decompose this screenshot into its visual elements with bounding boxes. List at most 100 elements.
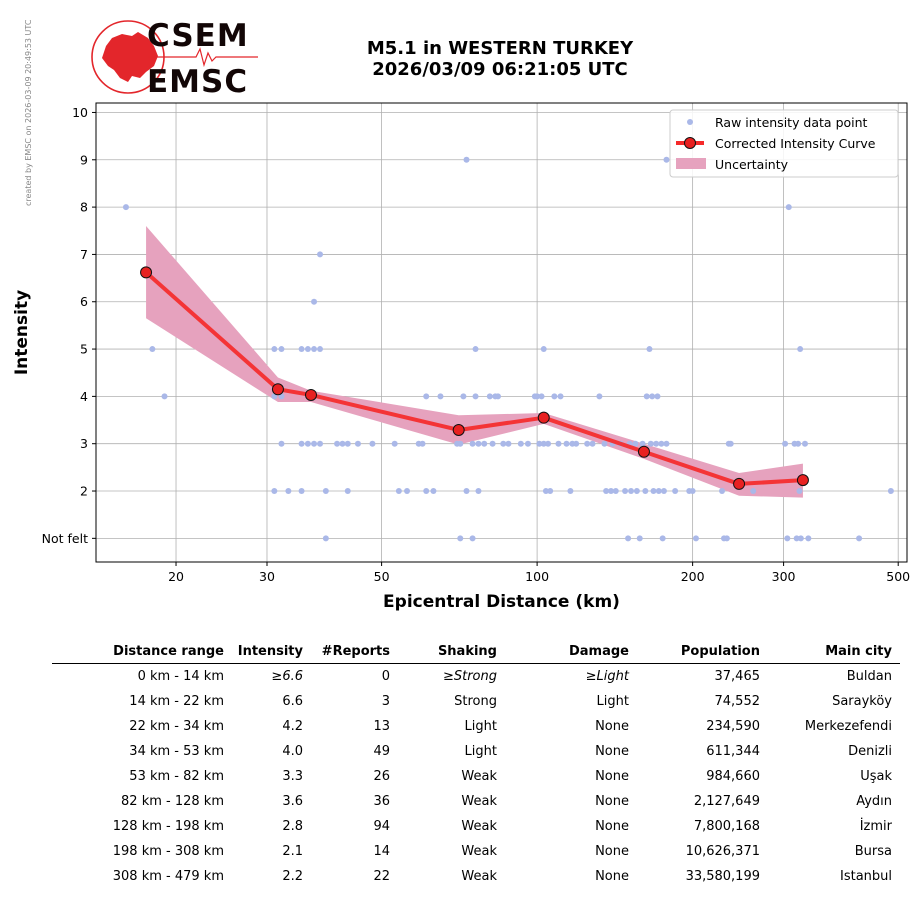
y-tick-label: 10 (72, 105, 88, 120)
cell-population: 10,626,371 (685, 844, 760, 859)
intensity-table-wrap: Distance range Intensity #Reports Shakin… (52, 640, 907, 889)
raw-data-point (654, 393, 661, 400)
raw-data-point (563, 440, 570, 447)
raw-data-point (298, 346, 305, 353)
y-tick-label: 6 (80, 294, 88, 309)
raw-data-point (793, 535, 800, 542)
raw-data-point (650, 488, 657, 495)
raw-data-point (663, 440, 670, 447)
raw-data-point (723, 535, 730, 542)
raw-data-point (660, 488, 667, 495)
table-row: 308 km - 479 km 2.2 22 Weak None 33,580,… (52, 864, 900, 889)
raw-data-point (437, 393, 444, 400)
raw-data-point (649, 393, 656, 400)
raw-data-point (628, 488, 635, 495)
cell-intensity: 4.0 (282, 744, 303, 759)
x-axis-label: Epicentral Distance (km) (383, 592, 620, 612)
chart-title-line2: 2026/03/09 06:21:05 UTC (372, 59, 628, 80)
y-tick-label: Not felt (42, 531, 88, 546)
col-header-city: Main city (768, 640, 900, 664)
raw-data-point (463, 156, 470, 163)
cell-intensity: ≥6.6 (271, 669, 303, 684)
raw-data-point (856, 535, 863, 542)
cell-city: Aydın (856, 794, 892, 809)
raw-data-point (540, 346, 547, 353)
raw-data-point (322, 535, 329, 542)
chart-title: M5.1 in WESTERN TURKEY 2026/03/09 06:21:… (300, 38, 700, 80)
legend-curve-label: Corrected Intensity Curve (715, 136, 876, 151)
raw-data-point (317, 440, 324, 447)
corrected-curve-layer (140, 266, 809, 490)
cell-population: 611,344 (706, 744, 760, 759)
raw-data-point (625, 535, 632, 542)
raw-data-point (536, 440, 543, 447)
cell-intensity: 6.6 (282, 694, 303, 709)
raw-data-point (782, 440, 789, 447)
raw-data-point (298, 488, 305, 495)
logo-text-csem: CSEM (147, 18, 249, 54)
cell-population: 33,580,199 (685, 869, 760, 884)
raw-data-point (391, 440, 398, 447)
raw-data-point (122, 204, 129, 211)
cell-shaking: Weak (461, 819, 497, 834)
cell-population: 234,590 (706, 719, 760, 734)
raw-data-point (430, 488, 437, 495)
cell-city: Bursa (854, 844, 892, 859)
y-tick-label: 2 (80, 484, 88, 499)
cell-shaking: ≥Strong (442, 669, 497, 684)
x-tick-label: 200 (681, 569, 705, 584)
y-tick-label: 8 (80, 200, 88, 215)
y-tick-label: 9 (80, 152, 88, 167)
raw-data-point (797, 346, 804, 353)
raw-data-point (887, 488, 894, 495)
x-tick-label: 500 (886, 569, 910, 584)
raw-data-point (540, 440, 547, 447)
raw-data-point (339, 440, 346, 447)
cell-reports: 22 (373, 869, 390, 884)
raw-data-point (472, 393, 479, 400)
raw-data-point (475, 488, 482, 495)
cell-intensity: 3.6 (282, 794, 303, 809)
corrected-curve-marker (140, 266, 153, 279)
cell-damage: None (595, 819, 629, 834)
cell-population: 2,127,649 (693, 794, 760, 809)
raw-data-point (469, 440, 476, 447)
europe-map-icon (102, 32, 158, 82)
raw-data-point (344, 488, 351, 495)
cell-reports: 13 (373, 719, 390, 734)
raw-data-point (796, 488, 803, 495)
intensity-chart: 20 30 50 100 200 300 500 Not felt 2 3 4 5 6 7 8 9 10 Epic… (12, 102, 910, 612)
legend-raw-label: Raw intensity data point (715, 115, 868, 130)
raw-data-point (658, 440, 665, 447)
raw-data-point (369, 440, 376, 447)
raw-data-point (612, 488, 619, 495)
raw-data-point (545, 440, 552, 447)
raw-data-point (643, 393, 650, 400)
raw-data-point (149, 346, 156, 353)
table-row: 34 km - 53 km 4.0 49 Light None 611,344 … (52, 739, 900, 764)
corrected-curve-marker (271, 383, 284, 396)
raw-data-point (404, 488, 411, 495)
cell-damage: Light (596, 694, 629, 709)
raw-data-point (457, 440, 464, 447)
raw-data-point (469, 535, 476, 542)
y-tick-label: 4 (80, 389, 88, 404)
raw-points-layer (122, 156, 894, 542)
table-row: 14 km - 22 km 6.6 3 Strong Light 74,552 … (52, 689, 900, 714)
cell-city: Uşak (860, 769, 892, 784)
cell-shaking: Strong (454, 694, 497, 709)
corrected-curve-marker (304, 388, 317, 401)
x-tick-label: 50 (374, 569, 390, 584)
raw-data-point (647, 440, 654, 447)
raw-data-point (311, 298, 318, 305)
cell-range: 0 km - 14 km (137, 669, 224, 684)
raw-data-point (607, 488, 614, 495)
raw-data-point (547, 488, 554, 495)
x-tick-label: 100 (525, 569, 549, 584)
raw-data-point (298, 440, 305, 447)
cell-population: 7,800,168 (693, 819, 760, 834)
raw-data-point (311, 346, 318, 353)
raw-data-point (304, 346, 311, 353)
raw-data-point (317, 346, 324, 353)
cell-reports: 3 (381, 694, 390, 709)
